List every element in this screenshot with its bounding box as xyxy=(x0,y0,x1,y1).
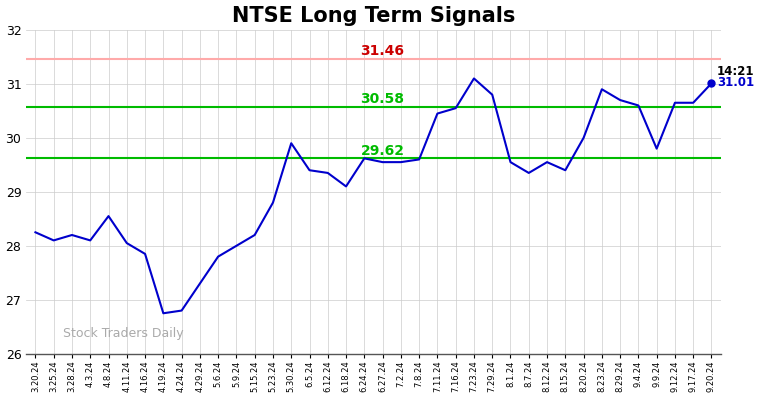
Title: NTSE Long Term Signals: NTSE Long Term Signals xyxy=(232,6,515,25)
Text: 29.62: 29.62 xyxy=(361,144,405,158)
Text: 31.01: 31.01 xyxy=(717,76,754,89)
Text: 31.46: 31.46 xyxy=(361,44,405,58)
Text: 14:21: 14:21 xyxy=(717,65,754,78)
Text: Stock Traders Daily: Stock Traders Daily xyxy=(63,327,183,340)
Text: 30.58: 30.58 xyxy=(361,92,405,106)
